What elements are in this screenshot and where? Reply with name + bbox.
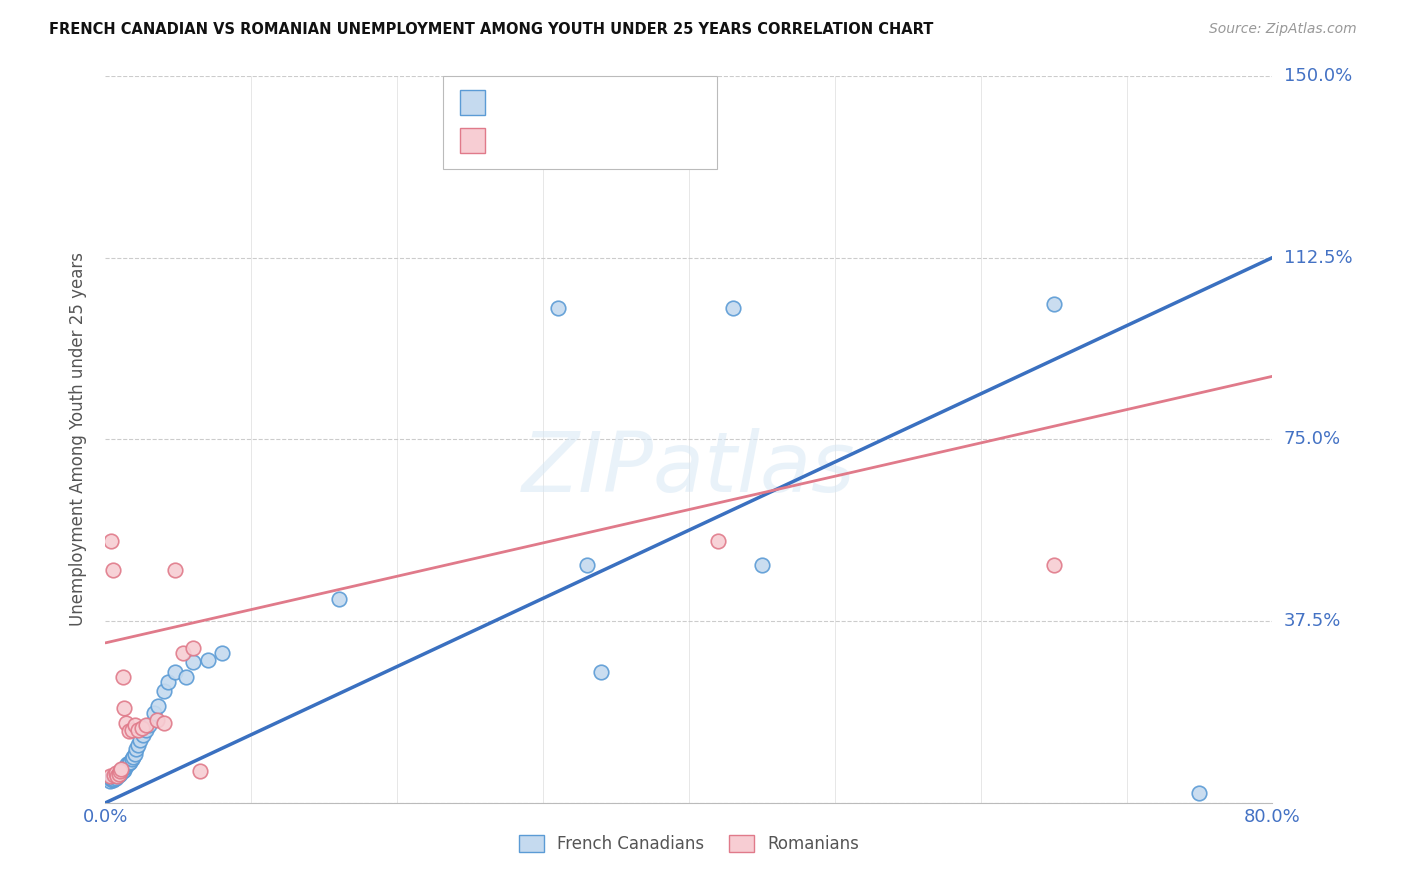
Text: R = 0.703: R = 0.703 — [496, 94, 579, 112]
Point — [108, 766, 131, 780]
Point — [104, 771, 127, 785]
Point — [211, 646, 233, 660]
Point — [103, 772, 125, 786]
Point — [1042, 296, 1064, 310]
Point — [127, 738, 149, 752]
Point — [105, 769, 128, 783]
Text: N = 26: N = 26 — [605, 131, 666, 149]
Point — [751, 558, 773, 573]
Text: 112.5%: 112.5% — [1284, 249, 1353, 267]
Point — [145, 714, 167, 728]
Point — [165, 563, 187, 577]
Legend: French Canadians, Romanians: French Canadians, Romanians — [512, 829, 866, 860]
Text: FRENCH CANADIAN VS ROMANIAN UNEMPLOYMENT AMONG YOUTH UNDER 25 YEARS CORRELATION : FRENCH CANADIAN VS ROMANIAN UNEMPLOYMENT… — [49, 22, 934, 37]
Point — [104, 765, 127, 780]
Point — [1042, 558, 1064, 573]
Point — [118, 756, 141, 770]
Point — [105, 766, 128, 780]
Point — [110, 762, 132, 776]
Point — [181, 640, 204, 655]
Point — [131, 721, 153, 735]
Point — [125, 742, 148, 756]
Point — [135, 718, 157, 732]
Point — [127, 723, 149, 737]
Point — [107, 765, 129, 780]
Point — [547, 301, 569, 316]
Text: 75.0%: 75.0% — [1284, 430, 1341, 449]
Point — [129, 732, 152, 747]
Point — [107, 766, 129, 780]
Point — [101, 771, 124, 785]
Text: Source: ZipAtlas.com: Source: ZipAtlas.com — [1209, 22, 1357, 37]
Point — [112, 701, 135, 715]
Point — [100, 772, 122, 786]
Point — [591, 665, 613, 679]
Point — [135, 723, 157, 737]
Point — [172, 646, 194, 660]
Point — [120, 755, 142, 769]
Text: ZIPatlas: ZIPatlas — [522, 428, 856, 509]
Point — [124, 747, 146, 762]
Point — [121, 752, 143, 766]
Point — [721, 301, 744, 316]
Point — [165, 665, 187, 679]
Point — [111, 670, 134, 684]
Point — [117, 757, 139, 772]
Point — [111, 764, 134, 779]
Point — [153, 684, 174, 698]
Point — [124, 718, 146, 732]
Y-axis label: Unemployment Among Youth under 25 years: Unemployment Among Youth under 25 years — [69, 252, 87, 626]
Point — [112, 763, 135, 777]
Point — [98, 774, 121, 789]
Point — [98, 769, 121, 783]
Point — [132, 728, 155, 742]
Point — [146, 698, 169, 713]
Point — [107, 767, 129, 781]
Text: 150.0%: 150.0% — [1284, 67, 1351, 85]
Text: 37.5%: 37.5% — [1284, 612, 1341, 630]
Point — [110, 765, 132, 780]
Point — [101, 772, 124, 787]
Point — [108, 764, 131, 779]
Point — [115, 759, 138, 773]
Point — [197, 653, 219, 667]
Point — [118, 724, 141, 739]
Point — [105, 769, 128, 783]
Point — [181, 655, 204, 669]
Point — [103, 769, 125, 783]
Text: R = 0.459: R = 0.459 — [496, 131, 579, 149]
Point — [153, 715, 174, 730]
Point — [110, 763, 132, 777]
Point — [138, 718, 160, 732]
Point — [707, 534, 730, 549]
Point — [121, 723, 143, 737]
Point — [174, 670, 197, 684]
Point — [111, 762, 134, 776]
Point — [100, 534, 122, 549]
Point — [115, 715, 138, 730]
Point — [122, 749, 145, 764]
Point — [1188, 786, 1211, 800]
Point — [104, 767, 127, 781]
Point — [188, 764, 211, 779]
Point — [142, 706, 165, 720]
Point — [328, 592, 350, 607]
Point — [112, 761, 135, 775]
Text: N = 50: N = 50 — [605, 94, 666, 112]
Point — [157, 674, 180, 689]
Point — [575, 558, 598, 573]
Point — [101, 563, 124, 577]
Point — [108, 764, 131, 779]
Point — [103, 767, 125, 781]
